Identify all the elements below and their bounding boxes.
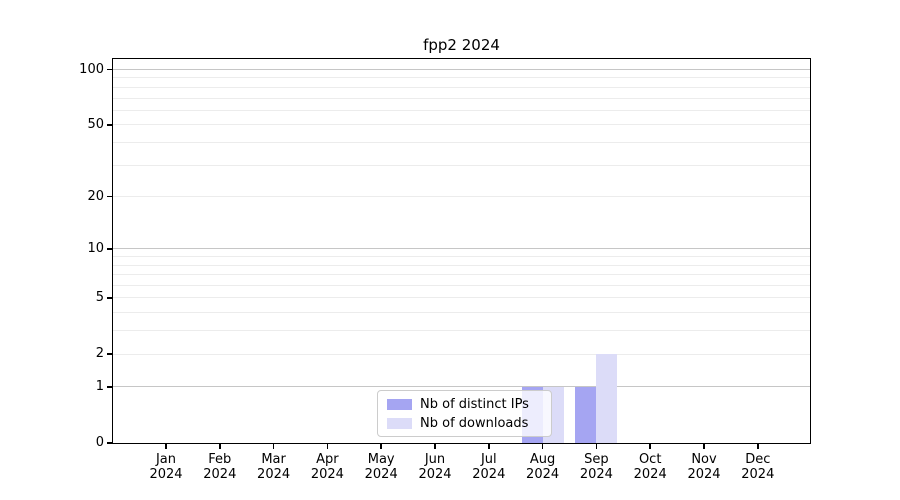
x-axis-tick-may xyxy=(380,444,382,449)
x-label-year: 2024 xyxy=(364,467,398,482)
x-label-month: May xyxy=(367,452,395,467)
gridline-y-40 xyxy=(113,141,810,143)
x-axis-tick-label-may: May 2024 xyxy=(351,452,411,482)
x-label-year: 2024 xyxy=(633,467,667,482)
x-label-month: Mar xyxy=(261,452,286,467)
x-axis-tick-label-jan: Jan 2024 xyxy=(136,452,196,482)
gridline-y-2 xyxy=(113,353,810,355)
x-label-year: 2024 xyxy=(257,467,291,482)
x-axis-tick-label-dec: Dec 2024 xyxy=(728,452,788,482)
x-label-month: Aug xyxy=(529,452,556,467)
gridline-y-4 xyxy=(113,312,810,314)
gridline-y-60 xyxy=(113,109,810,111)
x-axis-tick-nov xyxy=(703,444,705,449)
gridline-y-7 xyxy=(113,274,810,276)
y-axis-tick-label: 0 xyxy=(95,435,104,450)
x-axis-tick-sep xyxy=(595,444,598,449)
x-label-year: 2024 xyxy=(203,467,237,482)
plot-area xyxy=(112,58,811,444)
x-label-year: 2024 xyxy=(418,467,452,482)
x-label-month: Dec xyxy=(745,452,771,467)
x-axis-tick-oct xyxy=(649,444,651,449)
x-axis-tick-label-mar: Mar 2024 xyxy=(244,452,304,482)
x-axis-tick-label-jun: Jun 2024 xyxy=(405,452,465,482)
x-label-month: Sep xyxy=(584,452,609,467)
x-label-year: 2024 xyxy=(310,467,344,482)
y-axis-tick-label: 10 xyxy=(87,240,104,256)
legend-swatch-nb-of-downloads xyxy=(387,417,412,429)
x-axis-tick-label-jul: Jul 2024 xyxy=(459,452,519,482)
y-axis-tick-2 xyxy=(106,353,112,355)
gridline-y-10 xyxy=(113,248,810,250)
x-label-month: Jan xyxy=(155,452,177,467)
gridline-y-1 xyxy=(113,386,810,388)
gridline-y-3 xyxy=(113,330,810,332)
bar-nb-of-downloads-sep xyxy=(596,354,618,443)
legend-label: Nb of distinct IPs xyxy=(420,396,529,412)
gridline-y-100 xyxy=(113,69,810,70)
x-axis-tick-mar xyxy=(272,444,275,449)
x-axis-tick-label-oct: Oct 2024 xyxy=(620,452,680,482)
y-axis-tick-label: 50 xyxy=(87,116,104,132)
legend-swatch-nb-of-distinct-ips xyxy=(387,398,412,410)
x-axis-tick-apr xyxy=(326,444,329,449)
legend: Nb of distinct IPs Nb of downloads xyxy=(377,390,552,437)
y-axis-tick-label: 1 xyxy=(95,378,104,394)
x-axis-tick-label-aug: Aug 2024 xyxy=(513,452,573,482)
chart-title: fpp2 2024 xyxy=(423,36,500,54)
y-axis-tick-10 xyxy=(106,248,112,250)
x-label-year: 2024 xyxy=(687,467,721,482)
gridline-y-30 xyxy=(113,164,810,166)
y-axis-tick-1 xyxy=(106,386,112,388)
gridline-y-20 xyxy=(113,196,810,198)
x-axis-tick-label-sep: Sep 2024 xyxy=(566,452,626,482)
legend-item-nb-of-distinct-ips: Nb of distinct IPs xyxy=(387,397,542,412)
x-label-month: Nov xyxy=(691,452,717,467)
y-axis-tick-5 xyxy=(106,297,112,299)
legend-item-nb-of-downloads: Nb of downloads xyxy=(387,416,542,431)
x-label-month: Feb xyxy=(208,452,232,467)
y-axis-tick-50 xyxy=(106,124,112,126)
x-label-month: Oct xyxy=(638,452,662,467)
gridline-y-70 xyxy=(113,97,810,99)
x-axis-tick-jan xyxy=(165,444,167,449)
legend-label: Nb of downloads xyxy=(420,415,529,431)
y-axis-tick-label: 2 xyxy=(95,346,104,362)
x-label-year: 2024 xyxy=(149,467,183,482)
x-axis-tick-jul xyxy=(488,444,490,449)
y-axis-tick-label: 100 xyxy=(79,61,104,77)
x-label-year: 2024 xyxy=(741,467,775,482)
x-axis-tick-label-nov: Nov 2024 xyxy=(674,452,734,482)
gridline-y-50 xyxy=(113,124,810,126)
x-label-month: Apr xyxy=(316,452,339,467)
x-label-month: Jul xyxy=(480,452,497,467)
x-label-year: 2024 xyxy=(472,467,506,482)
gridline-y-9 xyxy=(113,256,810,258)
gridline-y-6 xyxy=(113,285,810,287)
y-axis-tick-100 xyxy=(106,68,112,71)
x-axis-tick-label-feb: Feb 2024 xyxy=(190,452,250,482)
x-axis-tick-label-apr: Apr 2024 xyxy=(297,452,357,482)
bar-nb-of-distinct-ips-sep xyxy=(575,386,597,443)
x-axis-tick-dec xyxy=(757,444,759,449)
x-axis-tick-jun xyxy=(434,444,436,449)
y-axis-tick-20 xyxy=(106,195,112,198)
x-label-year: 2024 xyxy=(526,467,560,482)
y-axis-tick-0 xyxy=(106,442,112,444)
gridline-y-8 xyxy=(113,264,810,266)
x-axis-tick-aug xyxy=(541,444,544,449)
y-axis-tick-label: 20 xyxy=(87,188,104,204)
x-label-year: 2024 xyxy=(579,467,613,482)
gridline-y-90 xyxy=(113,77,810,79)
y-axis-tick-label: 5 xyxy=(95,289,104,305)
x-label-month: Jun xyxy=(424,452,446,467)
gridline-y-80 xyxy=(113,86,810,88)
gridline-y-5 xyxy=(113,297,810,299)
x-axis-tick-feb xyxy=(219,444,221,449)
